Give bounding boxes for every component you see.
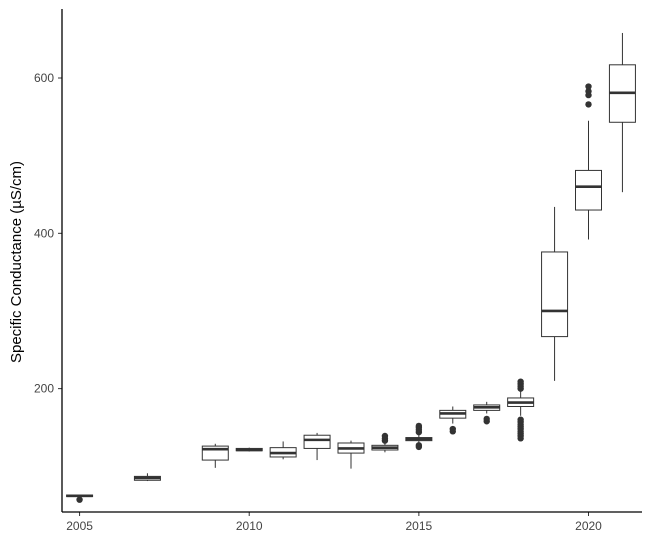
box-2020: [575, 83, 602, 240]
outlier-point: [585, 88, 592, 95]
box-2017: [473, 401, 501, 425]
x-tick-label: 2015: [406, 519, 433, 533]
y-axis-title: Specific Conductance (µS/cm): [8, 161, 25, 363]
box-2019: [541, 206, 569, 381]
x-tick-label: 2005: [66, 519, 93, 533]
box-2007: [133, 473, 161, 482]
box-2021: [608, 32, 636, 193]
box-2018: [507, 378, 535, 442]
box-2015: [405, 422, 433, 451]
y-tick-label: 400: [34, 226, 54, 240]
outlier-point: [415, 442, 423, 449]
outlier-point: [483, 415, 490, 423]
box-2014: [371, 432, 399, 453]
plot-area: [66, 32, 636, 503]
x-axis: 2005 2010 2015 2020: [66, 512, 602, 533]
box-2005: [66, 494, 94, 503]
box-2011: [269, 441, 297, 460]
outlier-point: [449, 425, 456, 433]
outlier-point: [585, 101, 592, 108]
outlier-point: [585, 83, 592, 90]
box-2010: [235, 447, 263, 452]
box-iqr: [575, 169, 602, 211]
box-iqr: [303, 434, 331, 449]
outlier-point: [517, 416, 524, 423]
box-2009: [201, 443, 229, 468]
box-iqr: [541, 251, 569, 338]
box-2016: [439, 406, 467, 435]
outlier-point: [415, 422, 423, 430]
box-2012: [303, 432, 331, 461]
x-tick-label: 2010: [236, 519, 263, 533]
x-tick-label: 2020: [575, 519, 602, 533]
outlier-point: [381, 432, 389, 440]
outlier-point: [76, 496, 83, 503]
y-tick-label: 600: [34, 71, 54, 85]
y-tick-label: 200: [34, 382, 54, 396]
y-axis: 200 400 600: [34, 71, 62, 396]
outlier-point: [517, 378, 524, 385]
box-2013: [337, 440, 365, 469]
